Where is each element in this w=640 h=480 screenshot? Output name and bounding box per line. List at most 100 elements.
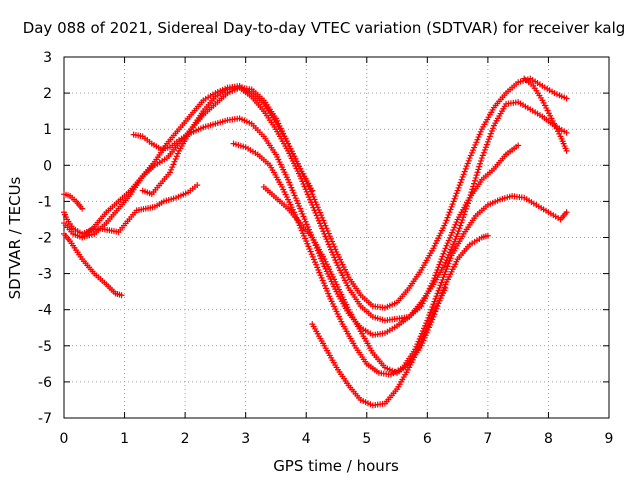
data-point [477, 160, 484, 167]
data-point [447, 255, 454, 262]
data-point [563, 147, 570, 154]
data-point [444, 254, 451, 261]
data-point [466, 155, 473, 162]
data-point [489, 125, 496, 132]
data-point [310, 256, 317, 263]
data-point [418, 339, 425, 346]
data-point [448, 203, 455, 210]
data-point [306, 245, 313, 252]
series-trace-11 [521, 75, 570, 154]
data-point [463, 203, 470, 210]
data-point [291, 192, 298, 199]
data-point [454, 230, 461, 237]
data-point [484, 232, 491, 239]
data-point [515, 142, 522, 149]
x-tick-labels: 0 1 2 3 4 5 6 7 8 9 [60, 431, 614, 447]
data-point [319, 225, 326, 232]
x-tick-label: 7 [483, 431, 492, 447]
y-tick-label: -6 [38, 375, 52, 391]
data-point [429, 312, 436, 319]
data-point [433, 293, 440, 300]
data-point [324, 238, 331, 245]
data-point [439, 253, 446, 260]
data-point [475, 166, 482, 173]
data-point [296, 202, 303, 209]
data-point [422, 322, 429, 329]
data-point [444, 240, 451, 247]
data-point [298, 227, 305, 234]
chart-title: Day 088 of 2021, Sidereal Day-to-day VTE… [23, 19, 626, 37]
data-point [173, 153, 180, 160]
data-point [452, 236, 459, 243]
data-point [449, 201, 456, 208]
data-point [316, 220, 323, 227]
data-point [303, 221, 310, 228]
grid-lines [64, 57, 609, 418]
data-point [446, 257, 453, 264]
data-point [293, 197, 300, 204]
data-point [324, 287, 331, 294]
data-point [290, 189, 297, 196]
data-point [438, 279, 445, 286]
data-point [478, 155, 485, 162]
data-point [294, 217, 301, 224]
data-point [458, 219, 465, 226]
data-point [194, 182, 201, 189]
y-axis-label: SDTVAR / TECUs [6, 176, 24, 299]
data-point [326, 244, 333, 251]
data-point [300, 213, 307, 220]
data-point [450, 241, 457, 248]
x-tick-label: 8 [544, 431, 553, 447]
series-trace-2 [61, 182, 201, 237]
data-point [435, 287, 442, 294]
data-point [459, 174, 466, 181]
data-point [464, 160, 471, 167]
data-point [321, 230, 328, 237]
data-point [442, 220, 449, 227]
data-point [313, 212, 320, 219]
data-point [477, 157, 484, 164]
data-point [421, 325, 428, 332]
y-tick-label: -1 [38, 194, 52, 210]
data-point [443, 266, 450, 273]
data-point [563, 209, 570, 216]
data-point [488, 128, 495, 135]
data-point [172, 155, 179, 162]
data-point [318, 274, 325, 281]
data-point [322, 233, 329, 240]
data-point [484, 138, 491, 145]
x-tick-label: 9 [605, 431, 614, 447]
data-point [450, 198, 457, 205]
data-point [483, 141, 490, 148]
y-tick-label: 0 [43, 158, 52, 174]
data-point [285, 176, 292, 183]
data-point [314, 215, 321, 222]
data-point [475, 134, 482, 141]
data-point [311, 207, 318, 214]
y-tick-label: 1 [43, 122, 52, 138]
data-marks [61, 75, 570, 409]
data-point [426, 312, 433, 319]
data-point [170, 161, 177, 168]
data-point [327, 246, 334, 253]
data-point [300, 181, 307, 188]
data-point [286, 179, 293, 186]
data-point [307, 248, 314, 255]
data-point [482, 144, 489, 151]
data-point [316, 269, 323, 276]
data-point [479, 152, 486, 159]
data-point [318, 223, 325, 230]
data-point [330, 251, 337, 258]
data-point [462, 205, 469, 212]
data-point [419, 336, 426, 343]
x-tick-label: 2 [181, 431, 190, 447]
data-point [299, 210, 306, 217]
data-point [302, 186, 309, 193]
data-point [418, 330, 425, 337]
data-point [442, 268, 449, 275]
data-point [419, 328, 426, 335]
data-point [166, 169, 173, 176]
data-point [452, 221, 459, 228]
data-point [434, 290, 441, 297]
